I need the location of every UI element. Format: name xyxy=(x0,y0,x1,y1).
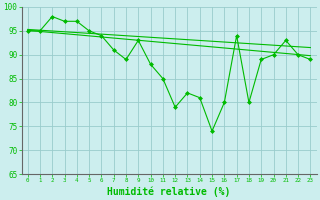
X-axis label: Humidité relative (%): Humidité relative (%) xyxy=(107,186,231,197)
